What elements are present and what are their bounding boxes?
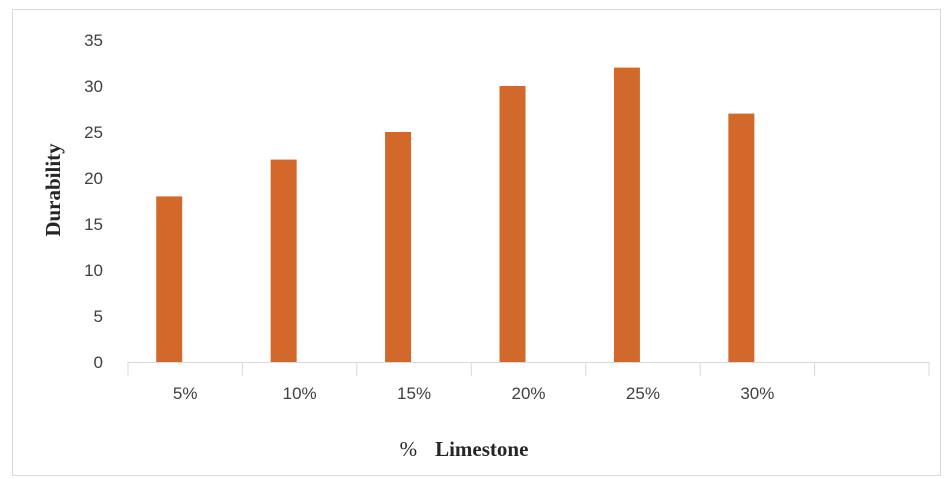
y-axis-ticks: 0 5 10 15 20 25 30 35 bbox=[84, 31, 103, 372]
x-axis-labels: 5% 10% 15% 20% 25% 30% bbox=[173, 384, 774, 403]
x-tick-label: 25% bbox=[626, 384, 660, 403]
bar bbox=[613, 67, 640, 362]
x-tick-label: 20% bbox=[511, 384, 545, 403]
y-tick-label: 5 bbox=[94, 307, 103, 326]
y-tick-label: 15 bbox=[84, 215, 103, 234]
x-tick-label: 10% bbox=[283, 384, 317, 403]
y-tick-label: 35 bbox=[84, 31, 103, 50]
x-tick-label: 15% bbox=[397, 384, 431, 403]
x-axis-title: % Limestone bbox=[400, 437, 529, 461]
bar bbox=[156, 196, 183, 362]
y-axis-title: Durability bbox=[41, 143, 65, 237]
bar bbox=[385, 132, 412, 362]
bar bbox=[270, 159, 297, 362]
y-tick-label: 0 bbox=[94, 353, 103, 372]
y-tick-label: 25 bbox=[84, 123, 103, 142]
bar bbox=[728, 113, 755, 362]
x-axis-title-prefix: % bbox=[400, 437, 418, 461]
x-tick-label: 30% bbox=[740, 384, 774, 403]
y-tick-label: 10 bbox=[84, 261, 103, 280]
bars bbox=[156, 67, 755, 362]
y-tick-label: 20 bbox=[84, 169, 103, 188]
y-tick-label: 30 bbox=[84, 77, 103, 96]
x-axis-ticks bbox=[127, 362, 930, 376]
x-axis-title-text: Limestone bbox=[435, 437, 528, 461]
x-tick-label: 5% bbox=[173, 384, 198, 403]
bar bbox=[499, 86, 526, 362]
